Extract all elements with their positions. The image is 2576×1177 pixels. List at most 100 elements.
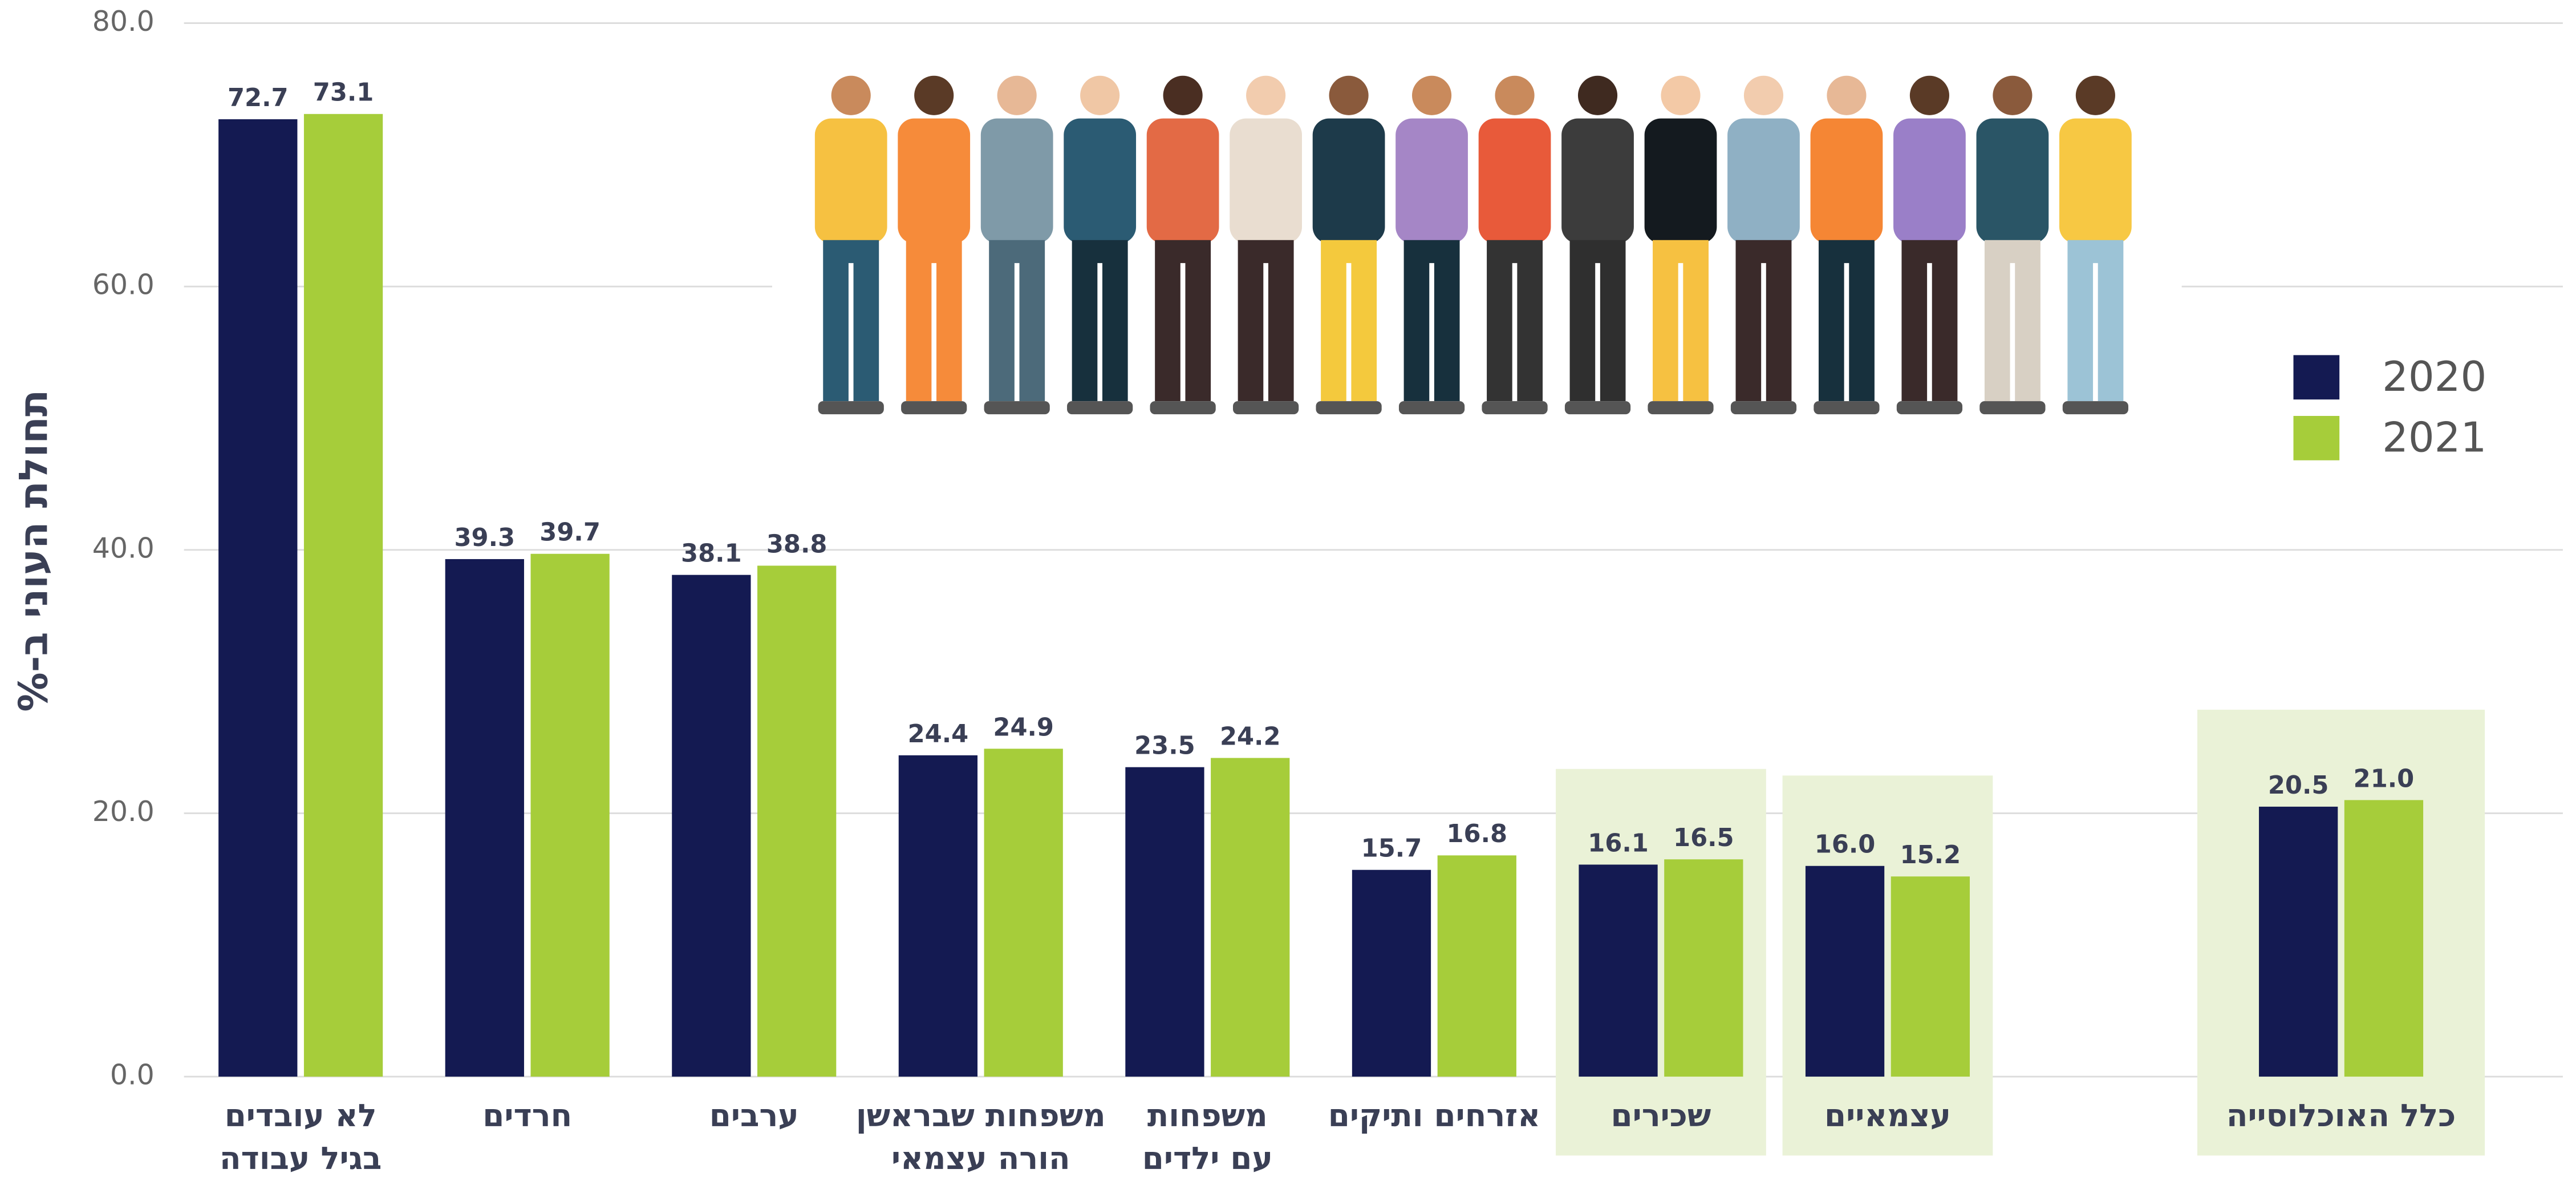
- person-shoes: [1565, 401, 1630, 414]
- person-torso: [1645, 119, 1717, 244]
- bar: [445, 559, 524, 1077]
- bar: [984, 749, 1063, 1077]
- person-shoes: [1731, 401, 1796, 414]
- person-head: [1661, 76, 1700, 115]
- bar: [1438, 855, 1516, 1077]
- x-tick-label: חרדים: [482, 1097, 572, 1134]
- value-label: 24.2: [1220, 722, 1281, 751]
- x-tick-label: משפחות: [1147, 1097, 1268, 1134]
- person-torso: [1147, 119, 1219, 244]
- value-label: 72.7: [228, 84, 289, 112]
- y-tick-label: 0.0: [110, 1059, 155, 1091]
- person-torso: [2059, 119, 2132, 244]
- y-axis-title: תחולת העוני ב-%: [11, 390, 56, 712]
- value-label: 23.5: [1134, 732, 1195, 761]
- value-label: 20.5: [2268, 771, 2329, 800]
- x-tick-label: ערבים: [709, 1097, 799, 1134]
- value-label: 73.1: [313, 79, 374, 107]
- x-tick-label: עצמאיים: [1824, 1097, 1951, 1134]
- value-label: 24.4: [908, 720, 969, 749]
- person-head: [914, 76, 954, 115]
- chart: תחולת העוני ב-% 0.0 20.0 40.0 60.0 80.0 לא עו…: [0, 0, 2576, 1177]
- value-label: 38.8: [766, 530, 827, 559]
- legend-swatch: [2294, 416, 2340, 460]
- x-tick-label: לא עובדים: [225, 1097, 377, 1134]
- person-head: [1993, 76, 2032, 115]
- x-tick-label: עם ילדים: [1142, 1140, 1273, 1176]
- y-tick-label: 60.0: [92, 269, 155, 301]
- bar: [1579, 864, 1657, 1077]
- person-shoes: [984, 401, 1050, 414]
- person-head: [1080, 76, 1119, 115]
- person-torso: [898, 119, 970, 244]
- bar: [757, 566, 836, 1077]
- value-label: 38.1: [681, 540, 742, 568]
- person-head: [1246, 76, 1285, 115]
- value-label: 16.1: [1588, 829, 1649, 858]
- person-shoes: [1648, 401, 1713, 414]
- person-head: [1495, 76, 1534, 115]
- person-head: [1412, 76, 1451, 115]
- person-shoes: [1482, 401, 1547, 414]
- person-torso: [1479, 119, 1551, 244]
- bar: [1211, 758, 1289, 1077]
- person-torso: [1395, 119, 1468, 244]
- illustration-backdrop: [772, 50, 2182, 431]
- legend-label: 2021: [2382, 414, 2486, 462]
- x-tick-label: משפחות שבראשן: [856, 1097, 1106, 1134]
- person-torso: [1727, 119, 1800, 244]
- legend-label: 2020: [2382, 353, 2486, 401]
- person-head: [1578, 76, 1617, 115]
- x-tick-label: בגיל עבודה: [220, 1140, 382, 1176]
- person-head: [1910, 76, 1949, 115]
- value-label: 16.0: [1815, 831, 1876, 859]
- person-shoes: [1316, 401, 1381, 414]
- value-label: 39.3: [455, 524, 516, 552]
- person-torso: [815, 119, 887, 244]
- bar: [530, 554, 609, 1077]
- x-tick-label: אזרחים ותיקים: [1328, 1097, 1540, 1134]
- person-shoes: [2063, 401, 2128, 414]
- person-shoes: [1150, 401, 1216, 414]
- person-torso: [1064, 119, 1136, 244]
- highlight-box: [2197, 710, 2485, 1155]
- person-shoes: [1233, 401, 1299, 414]
- person-torso: [1313, 119, 1385, 244]
- person-torso: [1811, 119, 1883, 244]
- person-head: [1163, 76, 1203, 115]
- person-torso: [1977, 119, 2049, 244]
- x-tick-label: שכירים: [1611, 1097, 1711, 1134]
- bar: [2344, 800, 2423, 1077]
- bar: [1664, 859, 1743, 1077]
- legend-swatch: [2294, 355, 2340, 399]
- person-shoes: [1399, 401, 1465, 414]
- person-shoes: [1067, 401, 1133, 414]
- y-tick-label: 40.0: [92, 532, 155, 564]
- value-label: 16.5: [1673, 824, 1734, 852]
- person-head: [997, 76, 1037, 115]
- person-head: [1827, 76, 1866, 115]
- person-torso: [981, 119, 1053, 244]
- y-tick-label: 20.0: [92, 795, 155, 828]
- value-label: 15.7: [1361, 835, 1422, 863]
- person-shoes: [901, 401, 967, 414]
- value-label: 39.7: [539, 519, 601, 547]
- person-shoes: [818, 401, 884, 414]
- x-tick-label: הורה עצמאי: [891, 1140, 1070, 1176]
- bar: [1806, 866, 1884, 1077]
- bar: [2259, 807, 2338, 1077]
- value-label: 21.0: [2354, 765, 2415, 793]
- person-torso: [1561, 119, 1634, 244]
- person-shoes: [1897, 401, 1962, 414]
- person-head: [831, 76, 871, 115]
- value-label: 15.2: [1900, 841, 1961, 869]
- person-head: [1329, 76, 1369, 115]
- y-tick-label: 80.0: [92, 5, 155, 38]
- x-tick-label: כלל האוכלוסייה: [2226, 1097, 2456, 1134]
- person-shoes: [1814, 401, 1879, 414]
- bar: [899, 755, 977, 1077]
- person-head: [2076, 76, 2115, 115]
- value-label: 24.9: [993, 713, 1054, 742]
- person-torso: [1893, 119, 1966, 244]
- person-head: [1744, 76, 1783, 115]
